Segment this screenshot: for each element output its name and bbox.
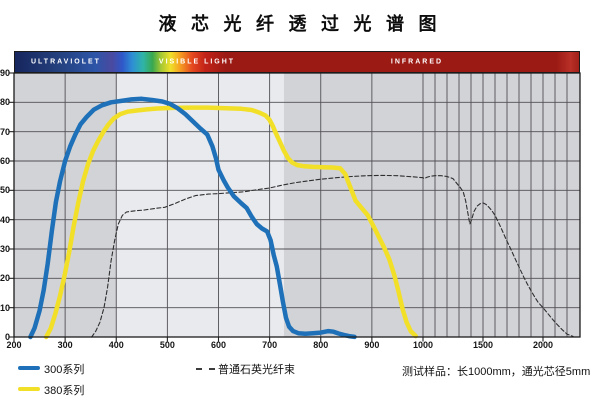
y-tick-label-60: 60	[0, 156, 11, 166]
spectrum-band: ULTRAVIOLET VISIBLE LIGHT INFRARED	[14, 51, 580, 73]
y-tick-label-30: 30	[0, 244, 11, 254]
legend-label-300: 300系列	[44, 364, 85, 376]
legend-swatch-380	[18, 387, 40, 391]
y-tick-label-80: 80	[0, 97, 11, 108]
curve-300系列	[28, 96, 357, 340]
legend-swatch-quartz-dashed	[196, 368, 215, 370]
band-label-visible-light: VISIBLE LIGHT	[158, 58, 236, 66]
plot-border	[13, 72, 581, 338]
legend-swatch-300	[18, 366, 40, 370]
x-tick-label-500: 500	[159, 340, 175, 350]
band-label-ultraviolet: ULTRAVIOLET	[31, 58, 101, 66]
y-tick-label-10: 10	[0, 302, 11, 313]
x-tick-label-700: 700	[262, 340, 278, 350]
page-title: 液 芯 光 纤 透 过 光 谱 图	[158, 14, 442, 34]
x-tick-label-400: 400	[108, 340, 124, 350]
x-tick-label-800: 800	[313, 340, 329, 350]
x-tick-label-1500: 1500	[472, 340, 494, 350]
y-tick-label-40: 40	[0, 214, 11, 225]
x-tick-label-300: 300	[57, 340, 73, 350]
y-tick-label-70: 70	[0, 126, 11, 137]
x-tick-label-600: 600	[210, 340, 227, 350]
x-tick-label-2000: 2000	[532, 340, 554, 350]
y-tick-label-50: 50	[0, 185, 11, 196]
legend-label-quartz: 普通石英光纤束	[218, 364, 295, 376]
curve-380系列	[43, 105, 419, 340]
legend-label-380: 380系列	[44, 385, 85, 397]
x-tick-label-1000: 1000	[412, 340, 434, 350]
plot-background	[14, 73, 580, 337]
visible-light-highlight	[116, 73, 284, 337]
y-tick-label-20: 20	[0, 273, 11, 284]
band-label-infrared: INFRARED	[390, 58, 444, 66]
x-tick-label-200: 200	[6, 340, 22, 350]
sample-note: 测试样品：长1000mm，通光芯径5mm	[402, 366, 591, 378]
y-tick-label-90: 90	[0, 68, 11, 78]
x-tick-label-900: 900	[364, 340, 380, 350]
y-tick-label-0: 0	[4, 332, 10, 342]
curve-普通石英光纤束	[91, 174, 574, 338]
